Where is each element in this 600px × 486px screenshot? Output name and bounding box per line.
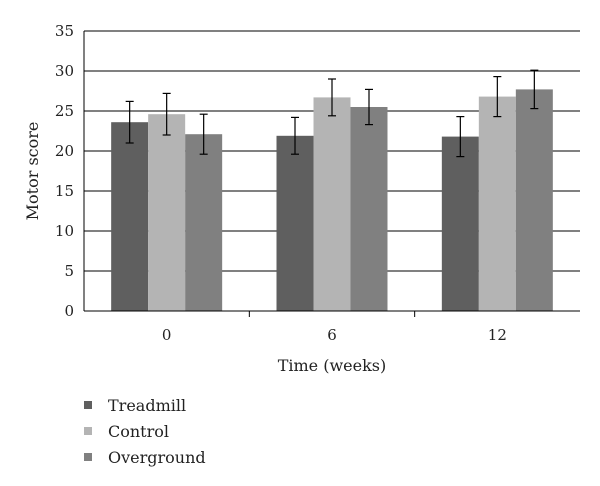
- bar-control-0: [148, 114, 186, 311]
- y-tick-label: 15: [55, 182, 74, 200]
- legend-swatch: [84, 401, 92, 409]
- x-tick-labels: 0 6 12: [162, 326, 507, 344]
- error-bar-overground-12: [530, 69, 539, 110]
- error-bar-control-6: [328, 78, 336, 117]
- bar-chart: 0 5 10 15 20 25 30 35 0 6 12 Motor score Time (we…: [23, 22, 580, 375]
- legend-item-treadmill: Treadmill: [84, 392, 206, 418]
- legend: Treadmill Control Overground: [84, 392, 206, 470]
- y-tick-label: 35: [55, 22, 74, 40]
- x-axis-title: Time (weeks): [278, 356, 387, 375]
- x-tick-label: 12: [488, 326, 507, 344]
- bar-control-6: [313, 97, 351, 312]
- y-tick-label: 5: [64, 262, 74, 280]
- legend-item-overground: Overground: [84, 444, 206, 470]
- error-bar-overground-0: [199, 113, 208, 155]
- legend-label: Overground: [108, 447, 206, 467]
- bar-overground-0: [185, 134, 223, 311]
- x-tick-label: 0: [162, 326, 172, 344]
- error-bar-treadmill-12: [456, 115, 465, 158]
- bar-control-12: [478, 96, 516, 311]
- y-tick-label: 0: [64, 302, 74, 320]
- axes: [83, 31, 580, 317]
- legend-swatch: [84, 427, 92, 435]
- error-bar-treadmill-0: [125, 100, 134, 144]
- x-tick-label: 6: [327, 326, 337, 344]
- error-bar-control-0: [162, 92, 171, 136]
- error-bar-control-12: [493, 75, 502, 118]
- y-tick-label: 30: [55, 62, 74, 80]
- bar-overground-6: [350, 107, 388, 311]
- legend-swatch: [84, 453, 92, 461]
- y-axis-title: Motor score: [23, 122, 42, 221]
- legend-item-control: Control: [84, 418, 206, 444]
- legend-label: Control: [108, 421, 170, 441]
- error-bar-treadmill-6: [291, 116, 299, 155]
- bar-overground-12: [515, 89, 553, 312]
- bar-treadmill-0: [111, 122, 149, 311]
- y-tick-label: 25: [55, 102, 74, 120]
- error-bars: [125, 69, 539, 158]
- bars: [111, 89, 553, 312]
- y-tick-label: 10: [55, 222, 74, 240]
- y-tick-label: 20: [55, 142, 74, 160]
- y-tick-labels: 0 5 10 15 20 25 30 35: [55, 22, 74, 320]
- bar-treadmill-6: [276, 135, 314, 311]
- bar-treadmill-12: [441, 136, 479, 311]
- error-bar-overground-6: [365, 88, 373, 126]
- legend-label: Treadmill: [108, 395, 187, 415]
